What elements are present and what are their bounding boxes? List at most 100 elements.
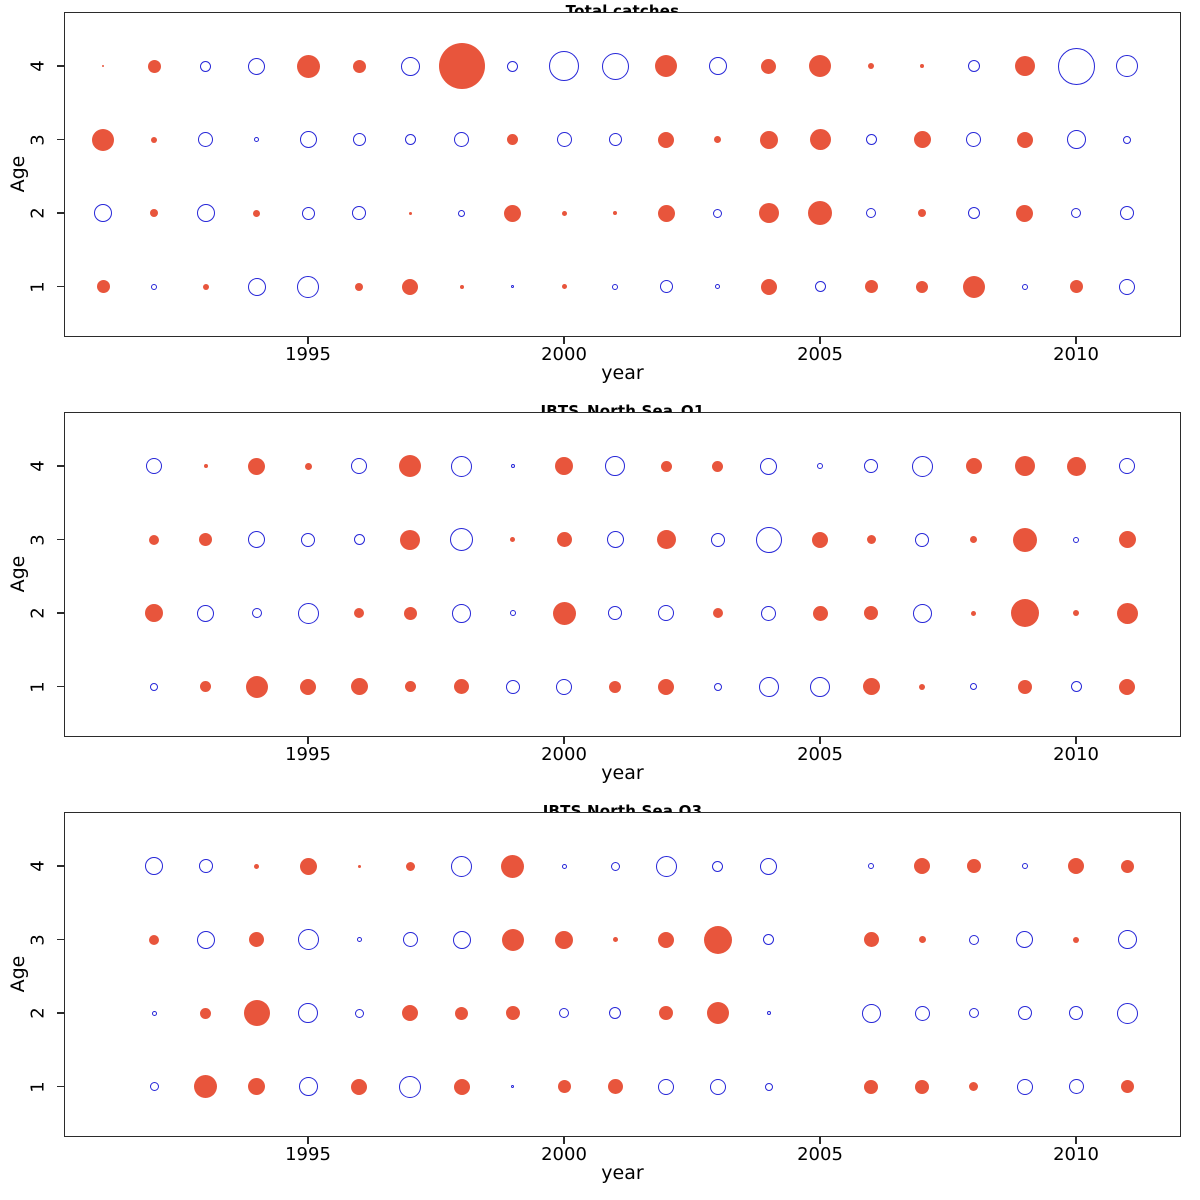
positive-residual-bubble	[203, 464, 208, 468]
positive-residual-bubble	[1120, 859, 1134, 873]
positive-residual-bubble	[703, 925, 732, 954]
x-tick-label: 2005	[797, 744, 843, 765]
negative-residual-bubble	[760, 857, 778, 875]
positive-residual-bubble	[658, 678, 675, 695]
x-tick-label: 2010	[1053, 344, 1099, 365]
y-tick-label: 3	[27, 533, 49, 546]
negative-residual-bubble	[297, 602, 319, 624]
x-tick-label: 1995	[285, 344, 331, 365]
positive-residual-bubble	[200, 681, 212, 692]
negative-residual-bubble	[864, 459, 879, 473]
negative-residual-bubble	[248, 57, 266, 75]
positive-residual-bubble	[1014, 56, 1035, 76]
positive-residual-bubble	[760, 278, 777, 295]
negative-residual-bubble	[968, 934, 979, 945]
x-tick-label: 2000	[541, 1144, 587, 1165]
negative-residual-bubble	[549, 51, 579, 81]
positive-residual-bubble	[402, 1005, 419, 1021]
negative-residual-bubble	[196, 930, 215, 949]
negative-residual-bubble	[1068, 1079, 1084, 1094]
negative-residual-bubble	[198, 859, 213, 873]
negative-residual-bubble	[1016, 1078, 1033, 1095]
negative-residual-bubble	[1021, 863, 1028, 869]
negative-residual-bubble	[247, 277, 266, 296]
negative-residual-bubble	[402, 932, 418, 947]
positive-residual-bubble	[866, 535, 876, 544]
negative-residual-bubble	[608, 133, 622, 146]
negative-residual-bubble	[817, 463, 823, 469]
positive-residual-bubble	[809, 55, 831, 77]
negative-residual-bubble	[758, 676, 779, 697]
positive-residual-bubble	[351, 1078, 368, 1095]
negative-residual-bubble	[297, 929, 319, 950]
y-tick-label: 1	[27, 680, 49, 693]
negative-residual-bubble	[352, 133, 366, 146]
positive-residual-bubble	[299, 857, 317, 875]
y-axis-tick	[57, 685, 64, 688]
negative-residual-bubble	[509, 610, 516, 616]
positive-residual-bubble	[918, 209, 927, 217]
positive-residual-bubble	[607, 1079, 623, 1094]
negative-residual-bubble	[606, 531, 624, 548]
positive-residual-bubble	[1116, 602, 1138, 624]
y-tick-label: 1	[27, 280, 49, 293]
y-tick-label: 3	[27, 933, 49, 946]
positive-residual-bubble	[966, 859, 981, 873]
y-tick-label: 4	[27, 460, 49, 472]
negative-residual-bubble	[612, 283, 619, 290]
positive-residual-bubble	[656, 530, 676, 549]
positive-residual-bubble	[913, 131, 931, 148]
negative-residual-bubble	[94, 204, 113, 222]
positive-residual-bubble	[868, 63, 875, 69]
positive-residual-bubble	[555, 930, 573, 949]
positive-residual-bubble	[1118, 531, 1136, 548]
y-axis-label: Age	[7, 955, 29, 993]
negative-residual-bubble	[458, 209, 466, 217]
negative-residual-bubble	[301, 206, 315, 220]
negative-residual-bubble	[868, 863, 875, 869]
negative-residual-bubble	[404, 134, 416, 145]
positive-residual-bubble	[199, 533, 213, 546]
positive-residual-bubble	[438, 43, 485, 89]
positive-residual-bubble	[758, 203, 779, 223]
positive-residual-bubble	[1016, 204, 1034, 222]
positive-residual-bubble	[403, 606, 417, 620]
x-axis-tick	[563, 1137, 565, 1144]
negative-residual-bubble	[248, 531, 266, 548]
positive-residual-bubble	[149, 534, 160, 545]
negative-residual-bubble	[298, 1003, 318, 1023]
negative-residual-bubble	[968, 1008, 979, 1018]
negative-residual-bubble	[297, 275, 319, 298]
x-tick-label: 2005	[797, 344, 843, 365]
positive-residual-bubble	[453, 1078, 470, 1095]
positive-residual-bubble	[915, 1079, 930, 1094]
y-tick-label: 4	[27, 860, 49, 872]
x-axis-tick	[563, 737, 565, 744]
positive-residual-bubble	[1073, 936, 1079, 943]
negative-residual-bubble	[556, 678, 572, 695]
negative-residual-bubble	[608, 606, 623, 620]
x-axis-label: year	[601, 362, 644, 384]
positive-residual-bubble	[557, 1080, 571, 1093]
positive-residual-bubble	[1066, 456, 1086, 476]
negative-residual-bubble	[658, 1078, 675, 1095]
negative-residual-bubble	[200, 60, 212, 72]
negative-residual-bubble	[1066, 130, 1086, 149]
positive-residual-bubble	[1014, 456, 1035, 476]
positive-residual-bubble	[501, 928, 524, 951]
negative-residual-bubble	[866, 208, 877, 218]
positive-residual-bubble	[919, 683, 926, 690]
positive-residual-bubble	[455, 1006, 469, 1020]
negative-residual-bubble	[605, 456, 626, 476]
positive-residual-bubble	[864, 606, 879, 620]
negative-residual-bubble	[196, 204, 215, 222]
negative-residual-bubble	[766, 1011, 771, 1015]
x-tick-label: 2005	[797, 1144, 843, 1165]
positive-residual-bubble	[149, 934, 160, 945]
negative-residual-bubble	[911, 455, 933, 477]
positive-residual-bubble	[714, 136, 722, 143]
negative-residual-bubble	[659, 280, 673, 293]
negative-residual-bubble	[351, 458, 368, 474]
negative-residual-bubble	[399, 1075, 422, 1098]
